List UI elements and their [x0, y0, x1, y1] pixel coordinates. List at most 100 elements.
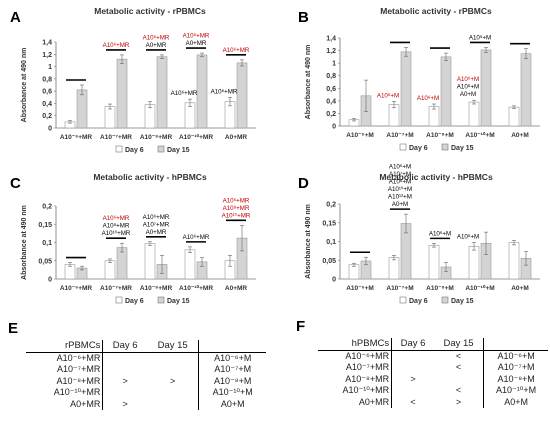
bar-day6: [64, 264, 76, 280]
table-row: A10⁻⁶+MR A10⁻⁶+M: [26, 352, 266, 364]
table-row: A10⁻¹⁰+MR < A10⁻¹⁰+M: [318, 385, 548, 397]
chart-title: Metabolic activity - rPBMCs: [94, 6, 206, 16]
x-tick-label: A10⁻¹⁰+M: [465, 284, 494, 292]
x-tick-label: A10⁻⁶+MR: [60, 285, 93, 292]
legend-label: Day 15: [167, 147, 190, 154]
table-cell: [103, 387, 147, 399]
table-cell: A10⁻⁷+MR: [318, 362, 393, 374]
table-row: A10⁻¹⁰+MR A10⁻¹⁰+M: [26, 387, 266, 399]
table-cell: A10⁻⁸+MR: [26, 375, 104, 387]
bar-day6: [104, 106, 116, 129]
x-tick-label: A0+M: [511, 132, 529, 139]
bar-day15: [196, 54, 208, 129]
table-cell: <: [410, 396, 416, 407]
bar-day6: [388, 257, 400, 280]
legend-swatch-day6: [115, 145, 123, 153]
x-tick-label: A10⁻⁷+M: [386, 132, 413, 139]
y-tick-label: 0,8: [326, 73, 336, 80]
x-tick-label: A10⁻¹⁰+MR: [179, 284, 213, 292]
table-cell: [392, 362, 434, 374]
significance-annotation: A10¹⁰+MR: [222, 212, 251, 219]
significance-annotation: A10⁶+MR: [223, 47, 250, 54]
table-cell: [147, 352, 199, 364]
table-header-cell: Day 6: [102, 340, 147, 353]
inline-annotation: A10⁸+M: [457, 84, 479, 91]
panel-label: A: [10, 9, 21, 26]
table-cell: A10⁻⁷+MR: [26, 364, 104, 376]
inline-annotation: A10⁶+M: [457, 234, 479, 241]
table-cell: A10⁻⁶+M: [483, 350, 548, 362]
table-cell: A10⁻⁶+MR: [318, 350, 393, 362]
table-cell: A10⁻⁸+M: [198, 375, 266, 387]
bar-day15: [400, 51, 412, 127]
y-tick-label: 1,2: [326, 48, 336, 55]
table-cell: A10⁻⁷+M: [483, 362, 548, 374]
table-cell: A0+MR: [318, 396, 393, 408]
bar-day15: [156, 56, 168, 129]
inline-annotation: A10⁶+MR: [171, 90, 198, 97]
bar-day6: [348, 264, 360, 280]
y-tick-label: 0: [332, 277, 336, 284]
table-cell: A10⁻⁶+MR: [26, 352, 104, 364]
y-tick-label: 0,4: [326, 98, 336, 105]
bar-day6: [428, 244, 440, 280]
significance-annotation: A0+MR: [186, 40, 207, 47]
y-tick-label: 0,2: [326, 111, 336, 118]
bar-day6: [144, 243, 156, 280]
table-header-cell: Day 15: [146, 340, 199, 353]
x-tick-label: A10⁻⁷+M: [386, 285, 413, 292]
table-header-cell: Day 6: [391, 338, 434, 351]
inline-annotation: A10⁶+M: [457, 76, 479, 83]
y-tick-label: 0,6: [42, 89, 52, 96]
significance-annotation: A10¹⁰+M: [388, 186, 412, 193]
y-tick-label: 0,6: [326, 86, 336, 93]
significance-annotation: A10⁸+MR: [103, 223, 130, 230]
x-tick-label: A10⁻⁷+MR: [100, 134, 132, 141]
table-row: A10⁻⁸+MR > A10⁻⁸+M: [318, 373, 548, 385]
table-cell: A10⁻¹⁰+M: [483, 385, 548, 397]
bar-day6: [184, 249, 196, 280]
y-tick-label: 0,05: [322, 258, 336, 265]
y-axis-label: Absorbance at 490 nm: [21, 205, 28, 280]
table-cell: A10⁻⁸+MR: [318, 373, 393, 385]
y-tick-label: 1: [48, 64, 52, 71]
table-row: A10⁻⁸+MR > > A10⁻⁸+M: [26, 375, 266, 387]
table-cell: >: [410, 373, 416, 384]
significance-annotation: A10⁶+M: [429, 230, 451, 237]
significance-annotation: A10⁶+M: [389, 164, 411, 171]
bar-day15: [480, 49, 492, 127]
significance-annotation: A10¹⁰+MR: [102, 230, 131, 237]
y-tick-label: 0,15: [38, 222, 52, 229]
table-cell: >: [122, 375, 128, 386]
table-header-row: hPBMCs Day 6 Day 15: [318, 338, 548, 351]
chart-title: Metabolic activity - hPBMCs: [379, 172, 493, 182]
y-tick-label: 0,4: [42, 101, 52, 108]
y-tick-label: 1,4: [326, 36, 336, 43]
x-tick-label: A10⁻⁶+M: [346, 132, 374, 139]
bar-day15: [440, 56, 452, 127]
x-tick-label: A10⁻⁶+MR: [60, 134, 93, 141]
significance-annotation: A10⁶+MR: [183, 33, 210, 40]
legend-swatch-day15: [157, 145, 165, 153]
significance-annotation: A10⁶+MR: [223, 197, 250, 204]
table-header-cell: hPBMCs: [318, 338, 393, 351]
significance-annotation: A10⁶+MR: [103, 42, 130, 49]
significance-annotation: A10⁷+M: [389, 171, 411, 178]
significance-annotation: A10⁸+M: [389, 179, 411, 186]
table-row: A10⁻⁷+MR < A10⁻⁷+M: [318, 362, 548, 374]
y-axis-label: Absorbance at 490 nm: [21, 48, 28, 123]
x-tick-label: A0+M: [511, 285, 529, 292]
y-axis-label: Absorbance at 490 nm: [305, 45, 312, 120]
chart-title: Metabolic activity - hPBMCs: [93, 172, 207, 182]
bar-day6: [428, 106, 440, 127]
table-cell: [392, 385, 434, 397]
table-cell: [103, 364, 147, 376]
table-cell: [103, 352, 147, 364]
inline-annotation: A10⁶+M: [417, 95, 439, 102]
inline-annotation: A10⁶+M: [377, 92, 399, 99]
table-cell: A10⁻¹⁰+MR: [26, 387, 104, 399]
y-tick-label: 1,2: [42, 52, 52, 59]
bar-day15: [236, 62, 248, 129]
x-tick-label: A10⁻⁷+MR: [100, 285, 132, 292]
